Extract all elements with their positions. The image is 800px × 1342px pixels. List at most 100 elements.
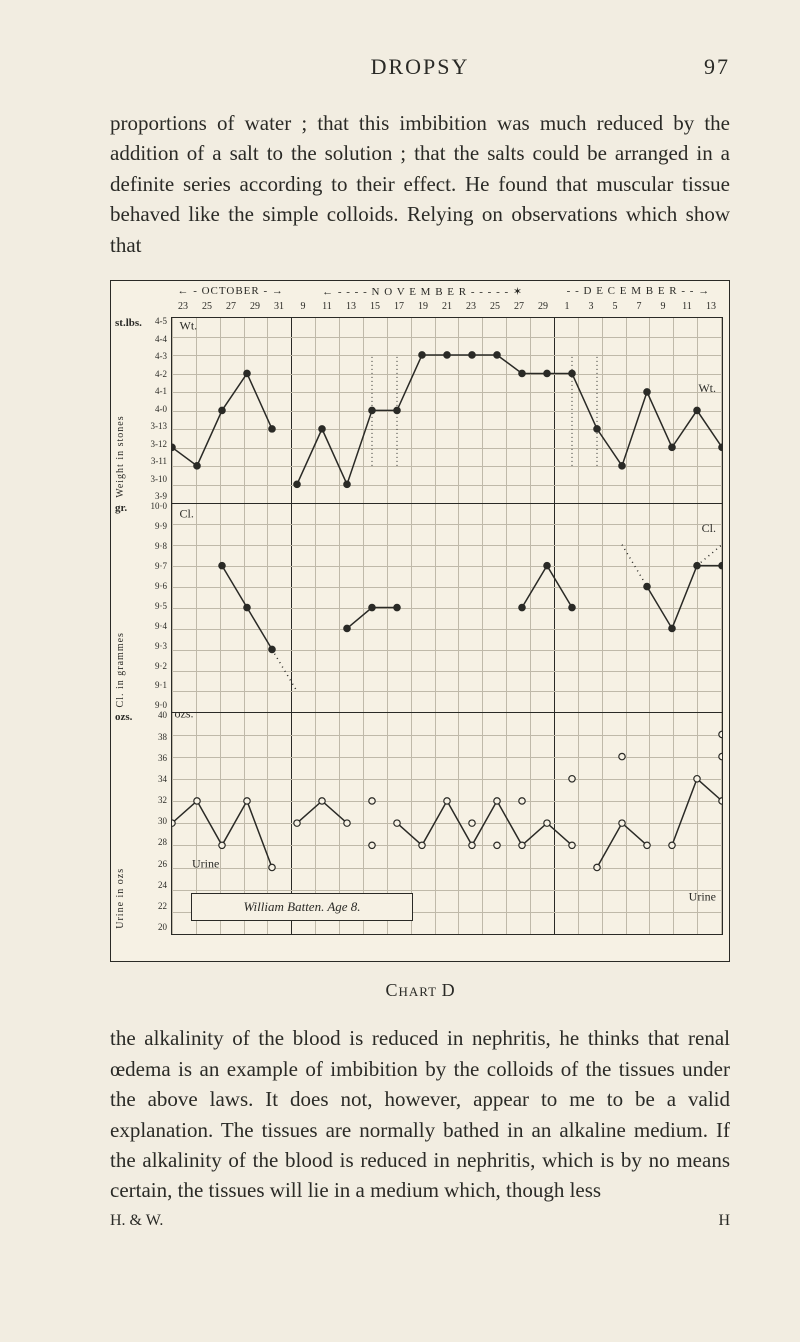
y-tick: 4-1 (155, 387, 167, 397)
series-marker (669, 444, 675, 450)
paragraph-1: proportions of water ; that this imbibit… (110, 108, 730, 260)
chart-caption-letter: D (442, 980, 455, 1000)
series-marker (172, 820, 175, 826)
series-marker (494, 798, 500, 804)
series-dotted (622, 545, 647, 587)
y-tick: 4-0 (155, 405, 167, 415)
series-marker (619, 754, 625, 760)
series-marker (469, 352, 475, 358)
month-label: ← - - - - N O V E M B E R - - - - - ✶ (291, 285, 555, 298)
y-tick: 28 (158, 838, 167, 848)
series-marker (594, 864, 600, 870)
date-tick: 15 (363, 301, 387, 312)
series-line (172, 801, 272, 868)
y-tick: 3-12 (151, 440, 168, 450)
series-line (522, 566, 572, 608)
series-marker (344, 820, 350, 826)
y-axis-label: Urine in ozs (115, 723, 126, 929)
series-marker (319, 798, 325, 804)
y-tick: 20 (158, 923, 167, 933)
series-marker (419, 352, 425, 358)
y-tick: 9·9 (155, 522, 167, 532)
date-tick: 9 (651, 301, 675, 312)
footer-sig: H (718, 1212, 730, 1230)
series-line (672, 779, 722, 846)
y-tick: 3-10 (151, 475, 168, 485)
y-tick: 9·4 (155, 622, 167, 632)
series-marker (269, 426, 275, 432)
chart-annotation: Urine (689, 890, 716, 904)
series-marker (244, 370, 250, 376)
series-marker (519, 798, 525, 804)
series-marker (694, 407, 700, 413)
month-label: ← - OCTOBER - → (171, 285, 291, 298)
y-tick: 34 (158, 775, 167, 785)
series-marker (669, 625, 675, 631)
date-tick: 23 (171, 301, 195, 312)
series-marker (369, 842, 375, 848)
date-tick: 23 (459, 301, 483, 312)
chart-d: ← - OCTOBER - →← - - - - N O V E M B E R… (110, 280, 730, 962)
chart-annotation: Wt. (180, 319, 198, 333)
y-tick: 3-13 (151, 422, 168, 432)
series-marker (619, 820, 625, 826)
y-tick: 26 (158, 860, 167, 870)
series-marker (719, 444, 722, 450)
page-number: 97 (690, 54, 730, 80)
date-tick: 25 (483, 301, 507, 312)
chart-annotation: ozs. (175, 707, 194, 721)
chart-caption-label: Chart (385, 980, 437, 1000)
series-marker (544, 563, 550, 569)
series-marker (244, 798, 250, 804)
y-tick: 9·2 (155, 662, 167, 672)
date-tick: 13 (699, 301, 723, 312)
series-marker (469, 842, 475, 848)
footer-left: H. & W. (110, 1212, 163, 1230)
paragraph-2: the alkalinity of the blood is reduced i… (110, 1023, 730, 1206)
series-marker (219, 407, 225, 413)
series-marker (394, 605, 400, 611)
series-marker (494, 842, 500, 848)
y-tick: 9·3 (155, 642, 167, 652)
date-tick: 11 (675, 301, 699, 312)
date-tick: 19 (411, 301, 435, 312)
date-tick: 13 (339, 301, 363, 312)
date-tick: 9 (291, 301, 315, 312)
series-marker (644, 842, 650, 848)
series-marker (294, 820, 300, 826)
series-line (647, 566, 722, 629)
series-marker (719, 563, 722, 569)
y-tick: 3-11 (151, 457, 167, 467)
y-tick: 9·7 (155, 562, 167, 572)
date-tick: 27 (219, 301, 243, 312)
series-marker (319, 426, 325, 432)
series-line (597, 823, 647, 867)
series-marker (444, 352, 450, 358)
series-marker (694, 776, 700, 782)
date-tick: 31 (267, 301, 291, 312)
y-tick: 4-2 (155, 370, 167, 380)
series-marker (719, 731, 722, 737)
date-tick: 27 (507, 301, 531, 312)
y-tick: 22 (158, 902, 167, 912)
y-tick: 36 (158, 754, 167, 764)
chart-cartouche: William Batten. Age 8. (191, 893, 413, 921)
series-marker (244, 605, 250, 611)
y-tick: 10·0 (151, 502, 168, 512)
series-marker (644, 584, 650, 590)
chart-annotation: Urine (192, 857, 219, 871)
y-tick: 4-5 (155, 317, 167, 327)
series-marker (519, 842, 525, 848)
y-tick: 30 (158, 817, 167, 827)
series-marker (694, 563, 700, 569)
y-tick: 4-3 (155, 352, 167, 362)
series-marker (369, 407, 375, 413)
series-marker (172, 444, 175, 450)
chart-annotation: Wt. (698, 381, 716, 395)
date-tick: 21 (435, 301, 459, 312)
series-marker (194, 463, 200, 469)
series-marker (519, 370, 525, 376)
chart-annotation: Cl. (180, 507, 194, 521)
series-line (297, 355, 722, 484)
series-marker (294, 481, 300, 487)
